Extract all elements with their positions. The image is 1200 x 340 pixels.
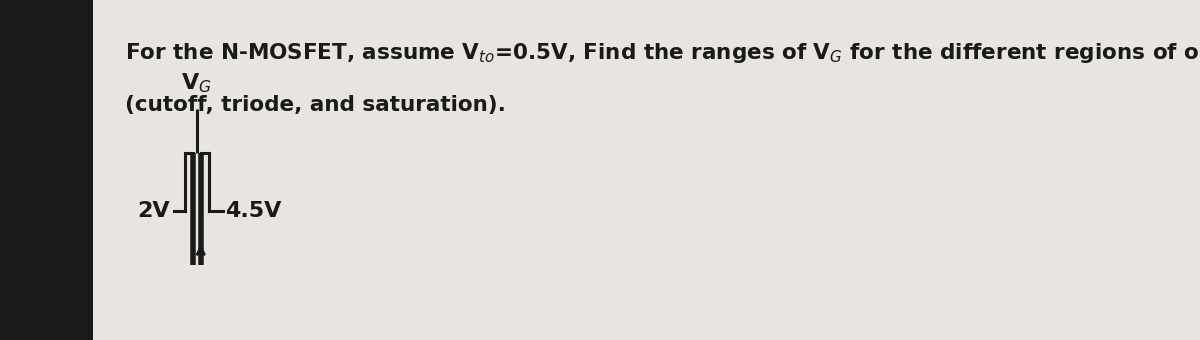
Text: (cutoff, triode, and saturation).: (cutoff, triode, and saturation). bbox=[126, 95, 506, 115]
Text: V$_{G}$: V$_{G}$ bbox=[181, 72, 212, 95]
Bar bbox=[0, 0, 94, 340]
Text: 2V: 2V bbox=[137, 201, 170, 221]
Text: 4.5V: 4.5V bbox=[226, 201, 281, 221]
Text: For the N-MOSFET, assume V$_{to}$=0.5V, Find the ranges of V$_{G}$ for the diffe: For the N-MOSFET, assume V$_{to}$=0.5V, … bbox=[126, 41, 1200, 65]
